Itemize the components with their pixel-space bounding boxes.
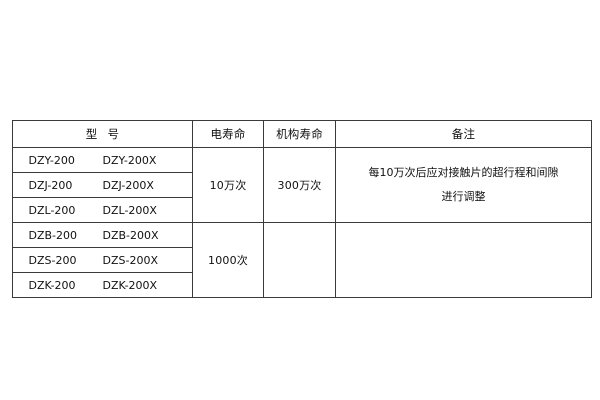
table-header-row: 型号 电寿命 机构寿命 备注 [12,120,592,148]
cell-model: DZL-200 DZL-200X [12,197,193,223]
model-code-secondary: DZB-200X [102,228,159,242]
model-code-primary: DZK-200 [28,278,76,292]
table-row: DZY-200 DZY-200X 10万次 300万次 每10万次后应对接触片的超… [12,147,592,223]
model-pair: DZS-200 DZS-200X [29,254,177,267]
cell-model: DZJ-200 DZJ-200X [12,172,193,198]
model-pair: DZY-200 DZY-200X [29,154,177,167]
model-code-primary: DZJ-200 [28,178,73,192]
specification-table-container: 型号 电寿命 机构寿命 备注 DZY-200 DZY-200X 10万次 300万… [12,120,592,298]
remarks-line-2: 进行调整 [441,190,486,203]
table-row: DZL-200 DZL-200X [12,197,592,223]
column-header-remarks: 备注 [335,120,592,148]
cell-electrical-life-group-1: 10万次 [192,147,264,223]
model-code-primary: DZL-200 [28,203,76,217]
model-code-secondary: DZJ-200X [102,178,154,192]
cell-mechanical-life-group-2-empty [263,222,336,298]
column-header-model-char2: 号 [107,127,120,141]
cell-electrical-life-group-2: 1000次 [192,222,264,298]
column-header-mechanical-life: 机构寿命 [263,120,336,148]
cell-mechanical-life-group-1: 300万次 [263,147,336,223]
cell-remarks-group-1: 每10万次后应对接触片的超行程和间隙 进行调整 [335,147,592,223]
model-pair: DZB-200 DZB-200X [29,229,177,242]
model-pair: DZK-200 DZK-200X [29,279,177,292]
remarks-line-1: 每10万次后应对接触片的超行程和间隙 [368,166,559,179]
model-code-primary: DZY-200 [28,153,75,167]
model-pair: DZJ-200 DZJ-200X [29,179,177,192]
table-row: DZK-200 DZK-200X [12,272,592,298]
model-pair: DZL-200 DZL-200X [29,204,177,217]
cell-remarks-group-2-empty [335,222,592,298]
column-header-electrical-life: 电寿命 [192,120,264,148]
column-header-model-char1: 型 [85,127,98,141]
model-code-secondary: DZK-200X [102,278,158,292]
cell-model: DZB-200 DZB-200X [12,222,193,248]
table-row: DZJ-200 DZJ-200X [12,172,592,198]
table-row: DZB-200 DZB-200X 1000次 [12,222,592,298]
cell-model: DZS-200 DZS-200X [12,247,193,273]
cell-model: DZK-200 DZK-200X [12,272,193,298]
model-code-secondary: DZS-200X [102,253,159,267]
cell-model: DZY-200 DZY-200X [12,147,193,173]
model-code-primary: DZB-200 [28,228,78,242]
model-code-secondary: DZL-200X [102,203,157,217]
model-code-primary: DZS-200 [28,253,77,267]
column-header-model: 型号 [12,120,193,148]
relay-specification-table: 型号 电寿命 机构寿命 备注 DZY-200 DZY-200X 10万次 300万… [12,120,592,298]
table-row: DZS-200 DZS-200X [12,247,592,273]
model-code-secondary: DZY-200X [102,153,157,167]
